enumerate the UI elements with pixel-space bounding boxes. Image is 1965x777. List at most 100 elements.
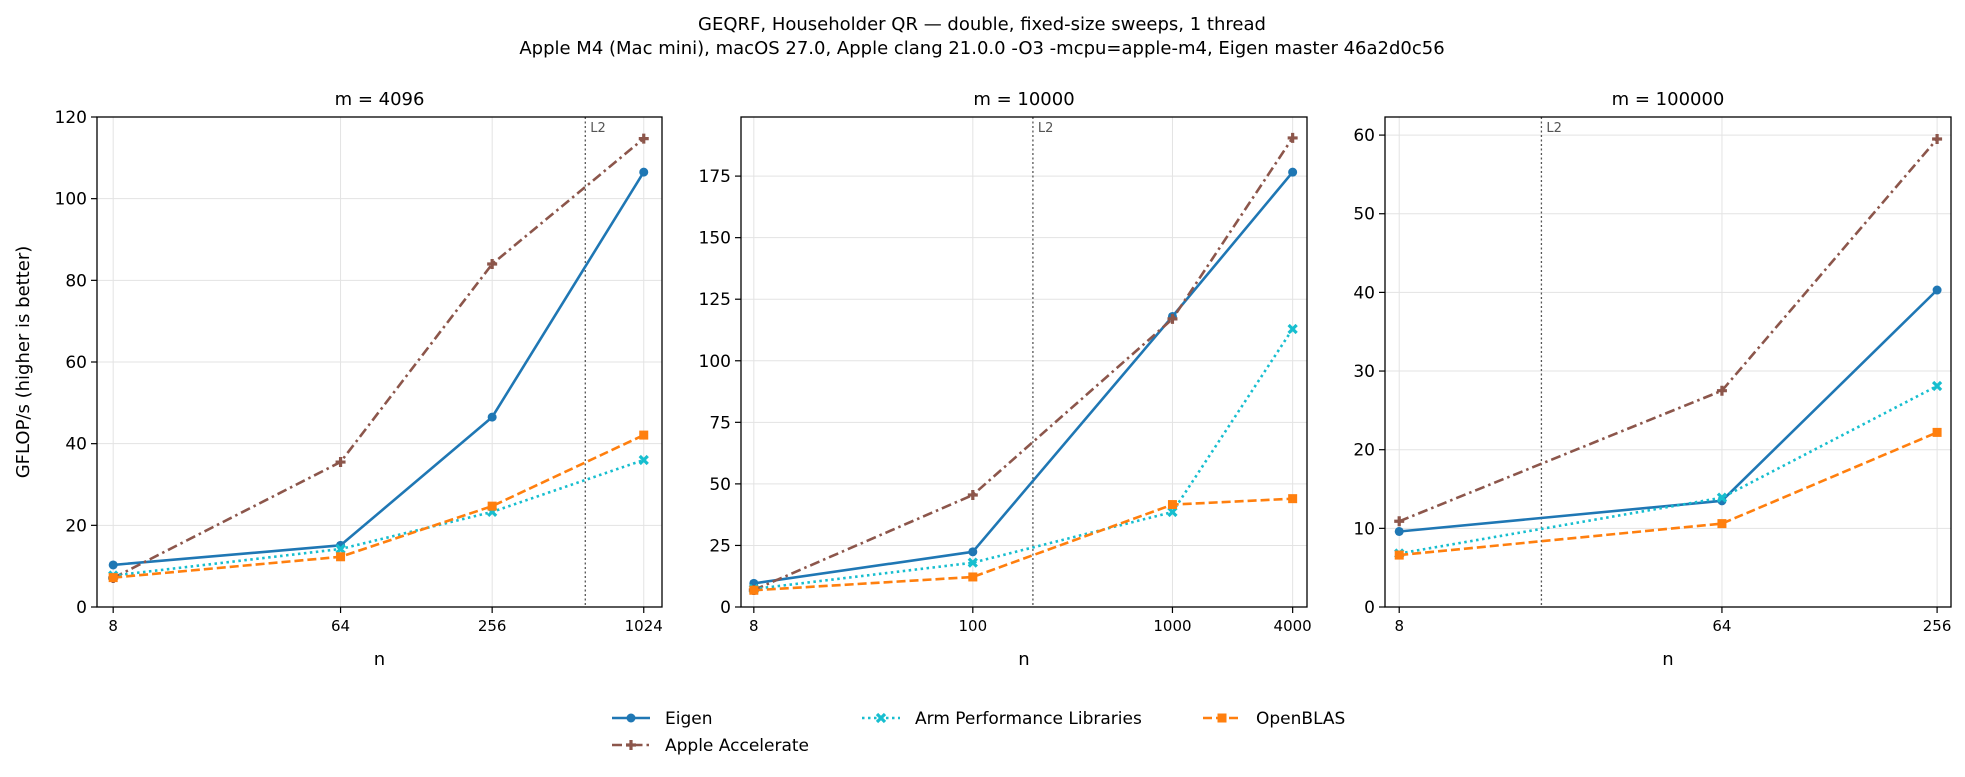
panel-title: m = 100000 — [1612, 89, 1725, 110]
series-openblas — [1394, 427, 1942, 560]
y-tick-label: 25 — [709, 536, 731, 556]
series-line — [753, 171, 1294, 585]
data-point — [108, 573, 118, 583]
axes-frame — [1384, 116, 1952, 608]
x-axis-label: n — [374, 649, 385, 670]
data-point — [967, 489, 978, 500]
series-arm-performance-libraries — [1394, 380, 1943, 559]
y-tick-label: 10 — [1353, 519, 1375, 539]
x-tick-label: 256 — [478, 617, 507, 635]
y-tick-label: 0 — [76, 598, 87, 618]
data-point — [1394, 516, 1405, 527]
x-tick-label: 1000 — [1153, 617, 1191, 635]
data-point — [1167, 506, 1178, 518]
data-point — [335, 543, 346, 555]
x-tick-label: 8 — [749, 617, 759, 635]
data-point — [487, 259, 498, 269]
data-point — [487, 412, 497, 422]
series-line — [113, 171, 645, 567]
data-point — [1287, 132, 1298, 143]
series-line — [1398, 384, 1938, 555]
legend-item-arm-performance-libraries: Arm Performance Libraries — [862, 709, 1142, 729]
data-point — [1394, 526, 1404, 536]
x-tick-label: 64 — [1712, 617, 1731, 635]
axes-frame — [740, 116, 1308, 608]
legend-swatch-marker — [626, 713, 636, 723]
y-tick-label: 150 — [699, 229, 731, 249]
x-tick-label: 8 — [1394, 617, 1404, 635]
series-line — [753, 497, 1293, 592]
series-line — [1398, 138, 1939, 523]
series-arm-performance-libraries — [748, 323, 1298, 595]
data-point — [1717, 519, 1727, 529]
y-tick-label: 40 — [65, 435, 87, 455]
series-line — [753, 137, 1294, 592]
x-tick-label: 8 — [108, 617, 118, 635]
l2-label: L2 — [1038, 121, 1054, 136]
panel-title: m = 4096 — [335, 89, 425, 110]
grid — [741, 117, 1307, 608]
data-point — [1288, 167, 1298, 177]
data-point — [968, 572, 978, 582]
y-tick-label: 30 — [1353, 362, 1375, 382]
legend-label: Eigen — [665, 709, 713, 729]
series-line — [1399, 431, 1938, 557]
y-tick-label: 100 — [699, 352, 731, 372]
figure-title-line2: Apple M4 (Mac mini), macOS 27.0, Apple c… — [519, 38, 1444, 59]
series-line — [753, 328, 1294, 591]
grid — [97, 116, 662, 608]
x-tick-label: 256 — [1923, 617, 1952, 635]
legend-label: OpenBLAS — [1256, 709, 1345, 729]
y-axis-label: GFLOP/s (higher is better) — [13, 246, 34, 479]
x-tick-label: 4000 — [1274, 617, 1312, 635]
y-tick-label: 120 — [55, 108, 87, 128]
data-point — [967, 557, 978, 568]
data-point — [1931, 380, 1943, 392]
data-point — [1167, 313, 1178, 324]
data-point — [749, 585, 759, 595]
series-line — [1399, 289, 1939, 533]
legend-swatch-marker — [875, 712, 887, 724]
data-point — [968, 547, 978, 557]
series-eigen — [749, 167, 1298, 588]
grid — [1385, 117, 1951, 608]
data-point — [1932, 134, 1943, 145]
y-tick-label: 50 — [1353, 205, 1375, 225]
data-point — [336, 552, 346, 562]
panel-2: L2 0 25 50 75 100 125 150 175 8 100 1000 4000 m = 100… — [699, 89, 1312, 670]
series-arm-performance-libraries — [108, 454, 649, 581]
y-tick-label: 175 — [699, 167, 731, 187]
legend-swatch-marker — [1217, 713, 1227, 723]
data-point — [1287, 323, 1298, 335]
data-point — [638, 454, 649, 466]
series-openblas — [108, 430, 649, 583]
data-point — [1394, 550, 1404, 560]
y-tick-label: 0 — [720, 598, 731, 618]
y-tick-label: 60 — [65, 353, 87, 373]
y-tick-label: 125 — [699, 290, 731, 310]
x-axis-label: n — [1018, 649, 1029, 670]
y-tick-label: 75 — [709, 413, 731, 433]
x-tick-label: 1024 — [625, 617, 663, 635]
series-openblas — [749, 494, 1298, 595]
y-tick-label: 20 — [1353, 441, 1375, 461]
legend-item-apple-accelerate: Apple Accelerate — [612, 736, 809, 756]
x-axis-label: n — [1662, 649, 1673, 670]
data-point — [638, 133, 649, 144]
series-apple-accelerate — [1394, 134, 1943, 527]
legend-swatch-marker — [626, 740, 636, 750]
l2-label: L2 — [590, 121, 606, 136]
l2-label: L2 — [1546, 121, 1562, 136]
y-tick-label: 100 — [55, 190, 87, 210]
y-tick-label: 80 — [65, 271, 87, 291]
data-point — [1716, 385, 1727, 396]
panel-3: L2 0 10 20 30 40 50 60 8 64 256 m = 100000 n — [1353, 89, 1952, 670]
series-apple-accelerate — [108, 133, 649, 584]
data-point — [1932, 285, 1942, 295]
data-point — [487, 501, 497, 511]
data-point — [1932, 427, 1942, 437]
data-point — [335, 457, 346, 468]
legend-label: Apple Accelerate — [665, 736, 809, 756]
legend-item-openblas: OpenBLAS — [1203, 709, 1345, 729]
